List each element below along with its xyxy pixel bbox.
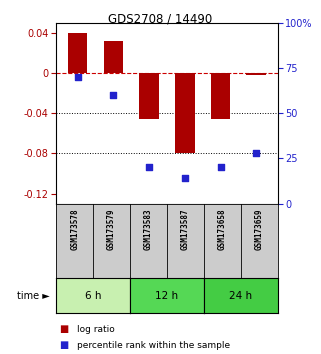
Text: log ratio: log ratio — [77, 325, 115, 334]
Point — [111, 92, 116, 98]
Text: ■: ■ — [59, 340, 69, 350]
Text: GSM173579: GSM173579 — [107, 208, 116, 250]
Text: GSM173583: GSM173583 — [144, 208, 153, 250]
Text: 12 h: 12 h — [155, 291, 178, 301]
Text: GSM173578: GSM173578 — [70, 208, 79, 250]
Text: GDS2708 / 14490: GDS2708 / 14490 — [108, 12, 213, 25]
Point — [182, 176, 187, 181]
Text: ■: ■ — [59, 324, 69, 334]
Bar — [211, 73, 230, 119]
Bar — [139, 73, 159, 119]
Point — [218, 165, 223, 170]
Bar — [175, 73, 195, 153]
Point — [254, 150, 259, 156]
Bar — [68, 33, 87, 73]
Bar — [103, 41, 123, 73]
Bar — [247, 73, 266, 75]
Text: time ►: time ► — [17, 291, 50, 301]
Text: 24 h: 24 h — [229, 291, 252, 301]
Text: GSM173587: GSM173587 — [181, 208, 190, 250]
Point — [146, 165, 152, 170]
Text: GSM173658: GSM173658 — [218, 208, 227, 250]
Text: percentile rank within the sample: percentile rank within the sample — [77, 341, 230, 350]
Point — [75, 74, 80, 80]
Text: 6 h: 6 h — [85, 291, 101, 301]
Text: GSM173659: GSM173659 — [255, 208, 264, 250]
